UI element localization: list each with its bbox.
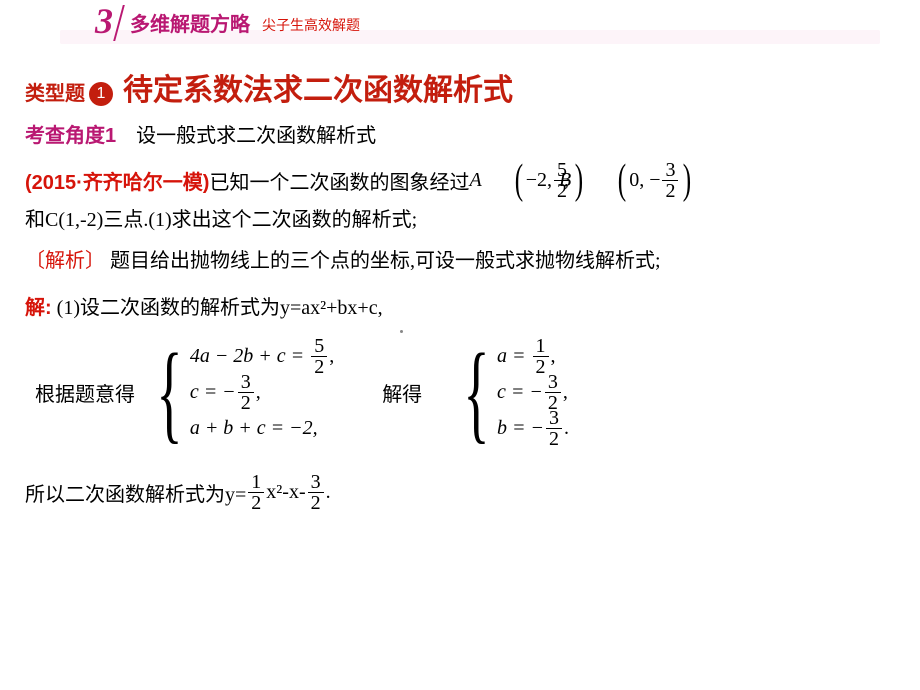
analysis-text: 题目给出抛物线上的三个点的坐标,可设一般式求抛物线解析式;	[110, 250, 661, 272]
coord-A-x: −2,	[526, 169, 552, 192]
frac-num: 3	[308, 472, 324, 492]
header-banner: 3 多维解题方略 尖子生高效解题	[0, 0, 920, 58]
coord-B: ( 0, − 3 2 )	[615, 159, 694, 201]
frac-den: 2	[546, 428, 562, 449]
final-frac2: 3 2	[308, 472, 324, 513]
frac-num: 1	[533, 336, 549, 356]
comma: ,	[551, 345, 556, 368]
eq-text: a + b + c = −2,	[190, 417, 318, 440]
frac-den: 2	[308, 492, 324, 513]
sys2-l2: c = − 32 ,	[497, 374, 569, 410]
solution-label: 解:	[25, 297, 52, 319]
angle-row: 考查角度1 设一般式求二次函数解析式	[25, 121, 895, 151]
final-frac1: 1 2	[248, 472, 264, 513]
type-row: 类型题 1 待定系数法求二次函数解析式	[25, 68, 895, 113]
frac-num: 1	[248, 472, 264, 492]
frac-num: 3	[662, 160, 678, 180]
eq-mid: 解得	[382, 378, 422, 407]
point-B-label: B	[559, 169, 571, 192]
banner-sub: 尖子生高效解题	[262, 15, 360, 35]
banner-title: 多维解题方略	[130, 8, 250, 37]
section-number: 3	[95, 0, 113, 42]
sys2: { a = 12 , c = − 32 , b = − 32 .	[450, 334, 569, 450]
lparen-icon: (	[618, 159, 626, 201]
sys1-l1: 4a − 2b + c = 52 ,	[190, 338, 334, 374]
problem-source: (2015·齐齐哈尔一模)	[25, 166, 209, 195]
frac-den: 2	[248, 492, 264, 513]
comma: ,	[563, 381, 568, 404]
lbrace-icon: {	[156, 334, 182, 450]
sys1: { 4a − 2b + c = 52 , c = − 32 , a + b + …	[143, 334, 334, 450]
stray-dot	[400, 330, 403, 333]
angle-label: 考查角度1	[25, 125, 116, 147]
rparen-icon: )	[575, 159, 583, 201]
problem-line2: 和C(1,-2)三点.(1)求出这个二次函数的解析式;	[25, 203, 895, 232]
sys2-l3: b = − 32 .	[497, 410, 569, 446]
coord-B-x: 0, −	[629, 169, 660, 192]
rparen-icon: )	[683, 159, 691, 201]
final-end: .	[326, 481, 331, 504]
final-lead: 所以二次函数解析式为y=	[25, 478, 246, 507]
eq-text: b = −	[497, 417, 544, 440]
type-label: 类型题	[25, 83, 85, 105]
frac-num: 3	[545, 372, 561, 392]
solution-step1: 解: (1)设二次函数的解析式为y=ax²+bx+c,	[25, 291, 895, 320]
eq-text: c = −	[190, 381, 236, 404]
period: .	[564, 417, 569, 440]
eq-text: a =	[497, 345, 526, 368]
circle-num: 1	[89, 82, 113, 106]
lparen-icon: (	[515, 159, 523, 201]
problem-line1: (2015·齐齐哈尔一模) 已知一个二次函数的图象经过 A ( −2, 5 2 …	[25, 159, 895, 201]
equation-row: 根据题意得 { 4a − 2b + c = 52 , c = − 32 , a …	[25, 334, 895, 450]
comma: ,	[329, 345, 334, 368]
coord-B-y: 3 2	[662, 160, 678, 201]
analysis-label: 〔解析〕	[25, 250, 105, 272]
sys1-body: 4a − 2b + c = 52 , c = − 32 , a + b + c …	[190, 334, 334, 450]
point-A: A	[469, 169, 481, 192]
analysis-row: 〔解析〕 题目给出抛物线上的三个点的坐标,可设一般式求抛物线解析式;	[25, 244, 895, 273]
final-mid: x²-x-	[266, 481, 305, 504]
solution-text1: (1)设二次函数的解析式为y=ax²+bx+c,	[57, 297, 383, 319]
problem-text1: 已知一个二次函数的图象经过	[209, 166, 469, 195]
lbrace-icon: {	[463, 334, 489, 450]
frac-den: 2	[662, 180, 678, 201]
frac-num: 3	[238, 372, 254, 392]
sys1-l2: c = − 32 ,	[190, 374, 334, 410]
frac-num: 5	[311, 336, 327, 356]
sys2-body: a = 12 , c = − 32 , b = − 32 .	[497, 334, 569, 450]
angle-text: 设一般式求二次函数解析式	[136, 125, 376, 147]
type-title: 待定系数法求二次函数解析式	[123, 74, 513, 107]
eq-text: 4a − 2b + c =	[190, 345, 304, 368]
eq-text: c = −	[497, 381, 543, 404]
frac-num: 3	[546, 408, 562, 428]
sys1-l3: a + b + c = −2,	[190, 410, 334, 446]
sys2-l1: a = 12 ,	[497, 338, 569, 374]
content: 类型题 1 待定系数法求二次函数解析式 考查角度1 设一般式求二次函数解析式 (…	[0, 58, 920, 513]
comma: ,	[256, 381, 261, 404]
final-line: 所以二次函数解析式为y= 1 2 x²-x- 3 2 .	[25, 472, 895, 513]
coord-A: ( −2, 5 2 )	[512, 159, 586, 201]
eq-lead: 根据题意得	[35, 378, 135, 407]
